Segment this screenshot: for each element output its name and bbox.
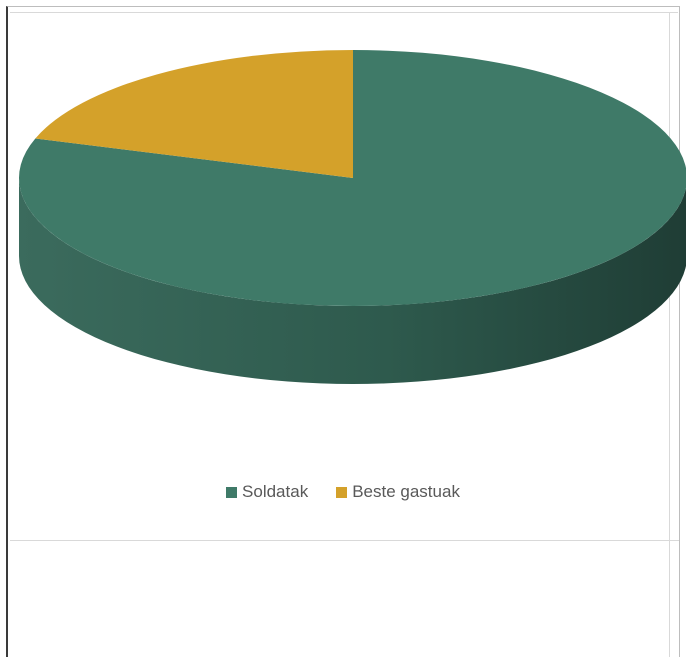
top-border-line: [10, 12, 678, 13]
section-divider: [10, 540, 679, 541]
pie-chart: [19, 50, 686, 384]
legend-swatch-beste-gastuak: [336, 486, 348, 498]
legend-item-soldatak: Soldatak: [226, 482, 308, 502]
slice-beste-gastuak: [35, 50, 354, 178]
legend: Soldatak Beste gastuak: [0, 482, 686, 502]
legend-label-soldatak: Soldatak: [242, 482, 309, 501]
legend-item-beste-gastuak: Beste gastuak: [336, 482, 460, 502]
chart-frame: [6, 6, 680, 657]
legend-label-beste-gastuak: Beste gastuak: [352, 482, 460, 501]
right-border-line: [669, 12, 670, 657]
slice-soldatak: [19, 50, 686, 306]
slice-side-soldatak: [19, 178, 686, 384]
legend-swatch-soldatak: [226, 486, 238, 498]
